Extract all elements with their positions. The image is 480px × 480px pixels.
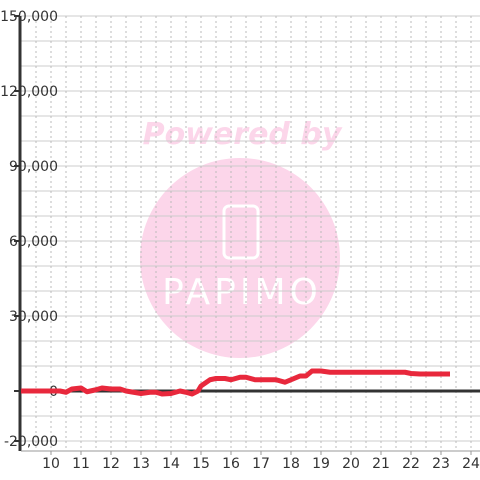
watermark-text: Powered by — [143, 117, 343, 152]
grid: -20,000030,00060,00090,000120,000150,000… — [0, 9, 480, 472]
x-tick-label: 23 — [432, 456, 450, 472]
x-tick-label: 18 — [282, 456, 300, 472]
x-tick-label: 21 — [372, 456, 390, 472]
x-tick-label: 14 — [162, 456, 180, 472]
x-tick-label: 20 — [342, 456, 360, 472]
x-tick-label: 19 — [312, 456, 330, 472]
watermark-logo: PAPIMO — [162, 272, 322, 313]
watermark-phone — [222, 204, 260, 260]
y-tick-label: 90,000 — [9, 159, 58, 175]
y-tick-label: 150,000 — [0, 9, 58, 25]
watermark: Powered by PAPIMO — [140, 117, 343, 358]
x-tick-label: 13 — [132, 456, 150, 472]
x-tick-label: 24 — [462, 456, 480, 472]
y-tick-label: 30,000 — [9, 309, 58, 325]
x-tick-label: 11 — [72, 456, 90, 472]
x-tick-label: 12 — [102, 456, 120, 472]
x-tick-label: 22 — [402, 456, 420, 472]
x-tick-label: 17 — [252, 456, 270, 472]
x-tick-label: 15 — [192, 456, 210, 472]
x-tick-label: 10 — [42, 456, 60, 472]
x-tick-label: 16 — [222, 456, 240, 472]
y-tick-label: 120,000 — [0, 84, 58, 100]
line — [21, 368, 450, 397]
y-tick-label: 60,000 — [9, 234, 58, 250]
y-tick-label: -20,000 — [4, 434, 58, 450]
plot — [21, 368, 450, 397]
